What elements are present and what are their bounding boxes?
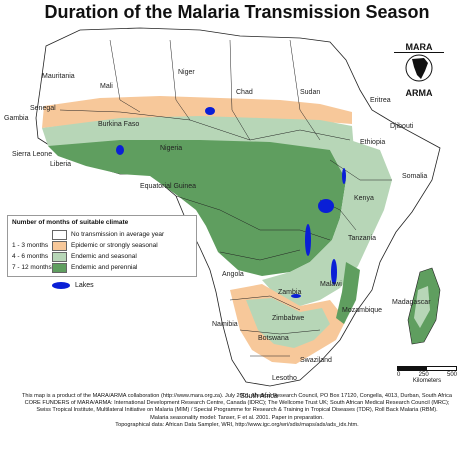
country-label: Namibia (212, 321, 238, 328)
lake-malawi (331, 259, 337, 285)
legend-row: 7 - 12 months Endemic and perennial (12, 262, 192, 273)
credit-line: Topographical data: African Data Sampler… (115, 421, 359, 428)
country-label: Angola (222, 271, 244, 278)
southern-seasonal-zone (246, 298, 330, 348)
logo-text-top: MARA (394, 42, 444, 53)
country-label: Chad (236, 89, 253, 96)
lake-kariba (291, 294, 301, 298)
country-label: Nigeria (160, 145, 182, 152)
map-title: Duration of the Malaria Transmission Sea… (44, 2, 430, 22)
legend-row: 1 - 3 months Epidemic or strongly season… (12, 240, 192, 251)
country-label: Djibouti (390, 123, 414, 130)
lakes-label: Lakes (75, 282, 94, 289)
country-label: Lesotho (272, 375, 297, 382)
scale-tick: 500 (446, 372, 457, 378)
lakes-layer (116, 107, 346, 298)
country-label: Swaziland (300, 357, 332, 364)
legend-swatch-epidemic (52, 240, 67, 251)
legend-range: 1 - 3 months (12, 242, 49, 249)
legend-range: 7 - 12 months (12, 264, 52, 271)
country-label: Niger (178, 69, 195, 76)
legend-row: No transmission in average year (12, 229, 192, 240)
legend-swatch-perennial (52, 262, 67, 273)
coastal-perennial-zone (336, 262, 360, 324)
map-legend: Number of months of suitable climate No … (7, 215, 197, 277)
madagascar-highlands (414, 286, 430, 328)
country-label: Zambia (278, 289, 301, 296)
east-seasonal-zone (262, 140, 392, 306)
legend-label: Epidemic or strongly seasonal (71, 242, 158, 249)
scale-ticks: 0 250 500 (397, 372, 457, 378)
lake-chad (205, 107, 215, 115)
country-label: Madagascar (392, 299, 431, 306)
credit-line: Swiss Tropical Institute, Multilateral I… (36, 407, 438, 414)
credit-line: Malaria seasonality model: Tanser, F et … (150, 414, 324, 421)
map-credits: This map is a product of the MARA/ARMA c… (4, 393, 470, 429)
country-label: Liberia (50, 161, 71, 168)
lake-volta (116, 145, 124, 155)
legend-range: 4 - 6 months (12, 253, 49, 260)
country-label: Equatorial Guinea (140, 183, 196, 190)
lakes-legend: Lakes (52, 282, 94, 289)
country-label: Sudan (300, 89, 320, 96)
country-labels: Mauritania Mali Niger Chad Sudan Eritrea… (4, 69, 431, 400)
perennial-zone (48, 140, 346, 276)
country-label: Eritrea (370, 97, 391, 104)
scale-tick: 250 (418, 372, 429, 378)
country-label: Mali (100, 83, 113, 90)
africa-globe-icon (405, 54, 433, 82)
country-label: Tanzania (348, 235, 376, 242)
scale-bar: 0 250 500 Kilometers (397, 366, 457, 384)
mara-logo: MARA ARMA (394, 42, 444, 98)
lake-victoria (318, 199, 334, 213)
country-label: Botswana (258, 335, 289, 342)
scale-unit: Kilometers (412, 378, 442, 384)
legend-label: Endemic and perennial (71, 264, 138, 271)
country-label: Kenya (354, 195, 374, 202)
country-label: South Africa (240, 393, 278, 400)
legend-label: Endemic and seasonal (71, 253, 137, 260)
country-label: Mozambique (342, 307, 382, 314)
scale-tick: 0 (397, 372, 401, 378)
legend-heading: Number of months of suitable climate (12, 219, 129, 226)
legend-swatch-none (52, 229, 67, 240)
credit-line: CORE FUNDERS of MARA/ARMA: International… (24, 400, 450, 407)
country-label: Somalia (402, 173, 427, 180)
scale-bar-graphic (397, 366, 457, 371)
lake-turkana (342, 168, 346, 184)
logo-text-bottom: ARMA (405, 88, 433, 98)
credit-line: This map is a product of the MARA/ARMA c… (22, 393, 452, 399)
country-label: Sierra Leone (12, 151, 52, 158)
country-label: Gambia (4, 115, 29, 122)
country-label: Zimbabwe (272, 315, 304, 322)
legend-label: No transmission in average year (71, 231, 165, 238)
country-label: Senegal (30, 105, 56, 112)
legend-swatch-seasonal (52, 251, 67, 262)
lake-tanganyika (305, 224, 311, 256)
country-label: Burkina Faso (98, 121, 139, 128)
country-label: Ethiopia (360, 139, 385, 146)
legend-row: 4 - 6 months Endemic and seasonal (12, 251, 192, 262)
country-label: Mauritania (42, 73, 75, 80)
country-label: Malawi (320, 281, 342, 288)
lake-symbol-icon (52, 282, 70, 289)
